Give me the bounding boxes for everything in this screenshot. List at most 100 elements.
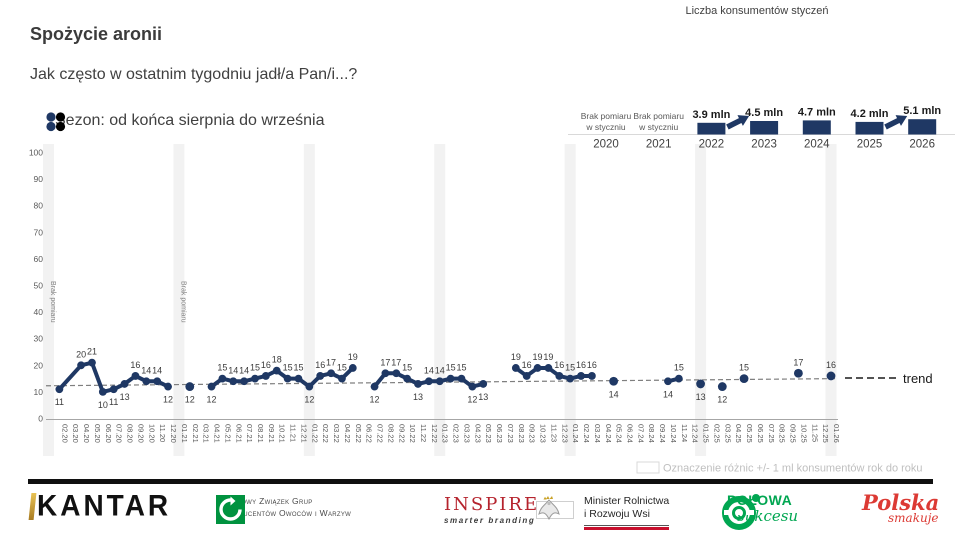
x-axis-tick-label: 03.21 — [202, 424, 211, 443]
mini-chart-year-label: 2020 — [593, 139, 619, 151]
data-point-label: 11 — [109, 397, 118, 407]
x-axis-tick-label: 11.20 — [158, 424, 167, 442]
mini-chart-bar — [908, 119, 937, 135]
y-axis-tick-label: 100 — [29, 148, 43, 158]
x-axis-tick-label: 06.23 — [495, 424, 504, 443]
x-axis-tick-label: 02.21 — [191, 424, 200, 443]
data-point-label: 17 — [326, 357, 336, 367]
y-axis-tick-label: 90 — [34, 174, 44, 184]
x-axis-tick-label: 07.24 — [636, 424, 645, 443]
y-axis-tick-label: 80 — [34, 201, 44, 211]
x-axis-tick-label: 01.24 — [571, 424, 580, 443]
x-axis-tick-label: 06.22 — [365, 424, 374, 443]
data-point-label: 20 — [76, 349, 86, 359]
mini-chart-year-label: 2026 — [909, 139, 935, 151]
mini-chart-year-label: 2024 — [804, 139, 830, 151]
data-point — [55, 385, 64, 394]
data-point-label: 10 — [98, 400, 108, 410]
data-point-label: 15 — [565, 363, 575, 373]
kantar-wordmark: KANTAR — [37, 489, 172, 522]
data-point-label: 16 — [554, 360, 564, 370]
data-point — [392, 369, 401, 378]
data-point — [305, 382, 314, 391]
x-axis-tick-label: 04.25 — [734, 424, 743, 443]
data-point — [98, 388, 107, 396]
data-point — [696, 379, 705, 389]
data-point-label: 21 — [87, 347, 97, 357]
x-axis-tick-label: 05.25 — [745, 424, 754, 443]
polska-line2: smakuje — [888, 511, 939, 525]
data-point — [566, 374, 575, 383]
x-axis-tick-label: 04.23 — [473, 424, 482, 443]
x-axis-tick-label: 08.24 — [647, 424, 656, 443]
x-axis-tick-label: 11.25 — [810, 424, 819, 442]
january-band — [825, 144, 837, 456]
mini-chart-bar — [802, 120, 831, 135]
data-point — [544, 364, 553, 372]
x-axis-tick-label: 09.21 — [267, 424, 276, 443]
data-point-label: 11 — [55, 397, 64, 407]
data-point — [327, 369, 335, 378]
data-point — [229, 377, 238, 386]
data-point-label: 13 — [120, 392, 130, 402]
x-axis-tick-label: 09.20 — [136, 424, 145, 443]
x-axis-tick-label: 02.22 — [321, 424, 330, 443]
data-point-label: 19 — [533, 352, 543, 362]
data-point — [664, 377, 672, 386]
data-point-label: 16 — [261, 360, 271, 370]
january-band — [43, 144, 54, 456]
x-axis-tick-label: 07.22 — [376, 424, 385, 443]
data-point-label: 16 — [522, 360, 532, 370]
kantar-gold-accent — [28, 492, 37, 520]
data-point-label: 12 — [304, 395, 314, 405]
mini-chart-value-label: 4.5 mln — [745, 107, 783, 119]
x-axis-tick-label: 03.22 — [332, 424, 341, 443]
x-axis-tick-label: 10.21 — [278, 424, 287, 443]
data-point — [338, 374, 346, 383]
data-point-label: 19 — [543, 352, 553, 362]
data-point — [793, 368, 803, 378]
x-axis-tick-label: 12.22 — [430, 424, 439, 443]
data-point — [348, 364, 357, 372]
data-point-label: 14 — [239, 365, 249, 375]
x-axis-tick-label: 12.21 — [299, 424, 308, 443]
data-point-label: 15 — [402, 363, 412, 373]
data-point — [77, 361, 86, 370]
diff-legend-label: Oznaczenie różnic +/- 1 ml konsumentów r… — [663, 463, 923, 475]
data-point — [142, 377, 151, 386]
x-axis-tick-label: 09.24 — [658, 424, 667, 443]
mini-chart-value-label: 5.1 mln — [903, 105, 941, 117]
consumption-line-segment — [57, 360, 171, 394]
data-point — [403, 374, 412, 383]
y-axis-tick-label: 40 — [34, 307, 44, 317]
x-axis-tick-label: 04.20 — [82, 424, 91, 443]
data-point — [457, 374, 466, 383]
data-point-label: 16 — [315, 360, 325, 370]
data-point — [468, 382, 477, 391]
ministry-name-line2: i Rozwoju Wsi — [584, 508, 650, 521]
x-axis-tick-label: 11.23 — [549, 424, 558, 442]
data-point-label: 17 — [380, 357, 390, 367]
kzgpow-name-line1: Krajowy Związek Grup — [223, 496, 313, 506]
data-point-label: 13 — [413, 392, 423, 402]
kzgpow-name: Krajowy Związek Grup Producentów Owoców … — [223, 495, 351, 520]
data-point-label: 17 — [793, 357, 803, 367]
data-point — [424, 377, 433, 386]
data-point — [218, 374, 227, 383]
x-axis-tick-label: 10.25 — [799, 424, 808, 443]
january-band — [695, 144, 707, 456]
data-point — [381, 369, 390, 378]
x-axis-tick-label: 12.24 — [691, 424, 700, 443]
y-axis-tick-label: 0 — [38, 414, 43, 424]
data-point — [588, 372, 596, 380]
x-axis-tick-label: 08.25 — [778, 424, 787, 443]
mini-chart-bar — [697, 122, 726, 135]
kantar-logo: KANTAR — [28, 489, 172, 522]
data-point — [131, 372, 140, 380]
data-point — [240, 377, 249, 386]
data-point-label: 19 — [348, 352, 358, 362]
series-legend-label: Sezon: od końca sierpnia do września — [55, 112, 325, 129]
x-axis-tick-label: 06.24 — [626, 424, 635, 443]
data-point-label: 15 — [337, 363, 347, 373]
